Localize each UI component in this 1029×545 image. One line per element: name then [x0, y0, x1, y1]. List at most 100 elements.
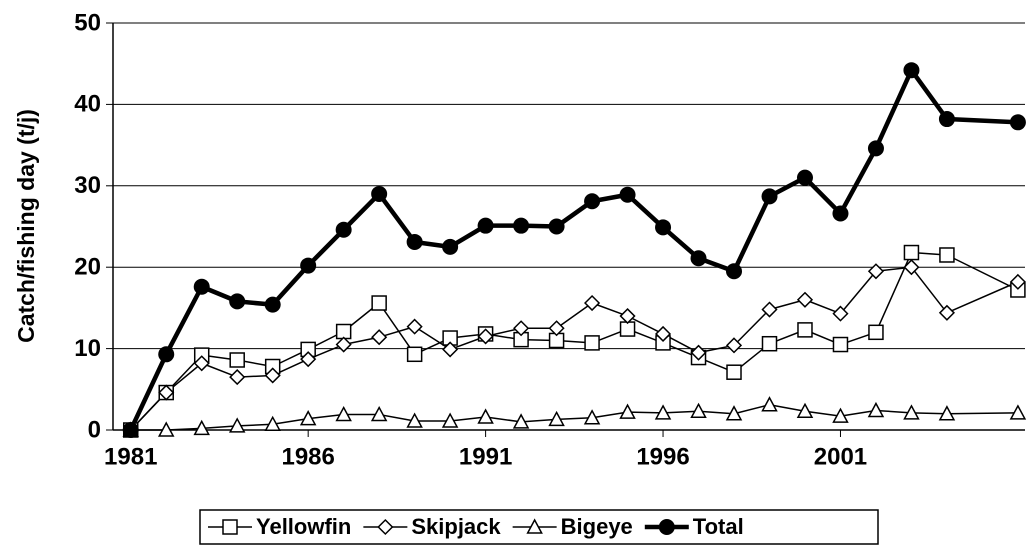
data-point — [903, 62, 920, 79]
x-tick-label: 1996 — [636, 443, 689, 470]
data-point — [371, 295, 387, 311]
data-point — [229, 293, 246, 310]
data-point — [299, 410, 317, 426]
data-point — [938, 304, 955, 321]
data-point — [229, 352, 245, 368]
data-point — [513, 217, 530, 234]
data-point — [796, 402, 814, 419]
data-point — [796, 291, 814, 308]
data-point — [335, 323, 352, 340]
data-point — [761, 396, 778, 412]
data-point — [1009, 404, 1027, 420]
data-point — [690, 250, 707, 267]
data-point — [868, 324, 884, 341]
data-point — [939, 247, 955, 263]
data-point — [548, 320, 565, 337]
x-tick-label: 2001 — [814, 443, 867, 470]
data-point — [867, 140, 884, 157]
data-point — [228, 417, 246, 433]
data-point — [832, 407, 849, 423]
data-point — [725, 405, 743, 421]
data-point — [725, 337, 743, 354]
y-tick-label: 20 — [74, 254, 101, 281]
data-point — [655, 219, 672, 236]
data-point — [513, 320, 530, 337]
data-point — [867, 401, 885, 418]
data-point — [122, 422, 139, 438]
data-point — [335, 221, 352, 238]
data-point — [158, 346, 175, 363]
x-tick-label: 1986 — [281, 443, 334, 470]
series-line — [130, 404, 1018, 431]
data-point — [797, 322, 813, 338]
data-point — [832, 336, 849, 353]
data-point — [796, 169, 813, 186]
data-point — [512, 413, 530, 429]
y-axis-label: Catch/fishing day (t/j) — [13, 109, 39, 343]
data-point — [371, 185, 388, 202]
data-point — [442, 341, 459, 358]
data-point — [264, 367, 281, 384]
data-point — [654, 404, 672, 420]
data-point — [619, 186, 636, 203]
legend-marker — [377, 518, 394, 536]
data-point — [264, 415, 281, 432]
data-point — [903, 259, 920, 276]
y-tick-label: 0 — [88, 416, 101, 443]
legend-label: Yellowfin — [256, 514, 351, 539]
data-point — [477, 328, 494, 345]
data-point — [584, 294, 601, 312]
data-point — [406, 346, 423, 363]
legend-label: Skipjack — [411, 514, 501, 539]
data-point — [548, 218, 565, 235]
data-point — [441, 412, 459, 428]
x-tick-label: 1991 — [459, 443, 512, 470]
data-point — [300, 351, 317, 368]
legend-label: Bigeye — [561, 514, 633, 539]
legend-marker — [222, 519, 238, 535]
y-tick-label: 30 — [74, 172, 101, 199]
data-point — [264, 296, 281, 313]
data-point — [584, 193, 601, 210]
data-point — [619, 307, 636, 325]
data-point — [761, 188, 778, 205]
data-point — [370, 405, 388, 422]
data-point — [832, 205, 849, 222]
data-point — [690, 402, 707, 419]
data-point — [442, 238, 459, 255]
data-point — [229, 369, 246, 386]
data-point — [371, 329, 388, 346]
y-tick-label: 50 — [74, 9, 101, 36]
data-point — [938, 405, 956, 421]
data-point — [867, 263, 885, 280]
data-point — [903, 404, 920, 420]
data-point — [477, 408, 494, 424]
data-point — [726, 263, 743, 280]
data-point — [406, 318, 423, 335]
legend-marker — [526, 518, 543, 534]
x-tick-label: 1981 — [104, 443, 157, 470]
data-point — [1009, 114, 1026, 131]
data-point — [938, 111, 955, 128]
data-point — [654, 325, 672, 343]
data-point — [335, 405, 352, 422]
data-point — [193, 278, 210, 295]
data-point — [300, 257, 317, 274]
data-point — [832, 305, 849, 322]
legend-marker — [658, 519, 675, 535]
data-point — [584, 335, 600, 351]
y-tick-label: 10 — [74, 335, 101, 362]
data-point — [193, 355, 210, 372]
data-point — [548, 410, 565, 427]
y-tick-label: 40 — [74, 91, 101, 118]
data-point — [1009, 273, 1026, 290]
data-point — [903, 244, 920, 261]
data-point — [761, 335, 778, 352]
data-point — [619, 403, 636, 419]
data-point — [158, 384, 175, 401]
data-point — [406, 233, 423, 250]
legend-label: Total — [693, 514, 744, 539]
data-point — [406, 412, 423, 428]
